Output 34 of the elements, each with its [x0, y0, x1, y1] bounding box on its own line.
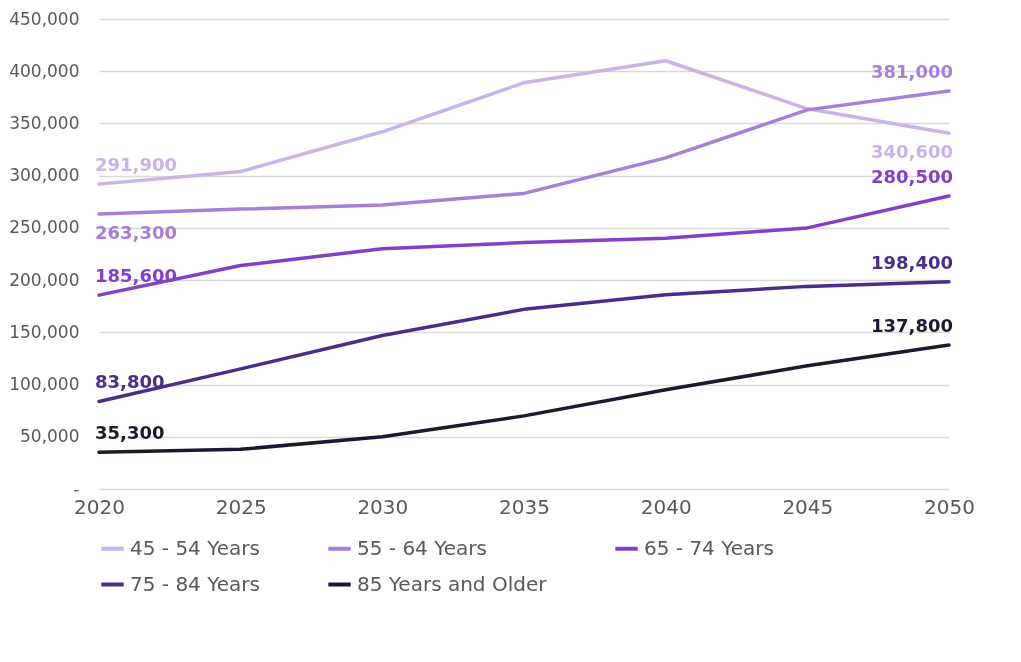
- data-label: 83,800: [95, 371, 165, 393]
- legend-label: 75 - 84 Years: [130, 571, 260, 596]
- x-tick-label: 2050: [924, 494, 975, 519]
- data-label: 263,300: [95, 222, 177, 243]
- x-tick-label: 2025: [215, 494, 267, 519]
- data-label: 35,300: [95, 422, 165, 444]
- line-series: [97, 59, 951, 186]
- y-tick-label: 50,000: [20, 426, 80, 447]
- y-tick-label: 400,000: [9, 60, 80, 81]
- line-series: [97, 89, 951, 216]
- data-label: 185,600: [95, 265, 177, 287]
- x-tick-label: 2040: [640, 494, 692, 519]
- y-tick-label: 300,000: [9, 165, 80, 186]
- data-label: 198,400: [871, 251, 953, 273]
- data-label: 340,600: [871, 141, 953, 163]
- data-label: 137,800: [871, 315, 953, 337]
- y-tick-label: 100,000: [9, 374, 80, 395]
- data-label: 291,900: [95, 154, 177, 176]
- y-tick-label: 450,000: [9, 8, 80, 29]
- y-tick-label: 250,000: [9, 217, 80, 238]
- legend-label: 45 - 54 Years: [130, 535, 260, 560]
- x-tick-label: 2030: [357, 494, 409, 519]
- line-series: [97, 194, 951, 297]
- y-tick-label: 200,000: [9, 269, 80, 290]
- x-tick-label: 2045: [782, 494, 834, 519]
- legend-label: 85 Years and Older: [357, 571, 548, 596]
- x-tick-label: 2035: [499, 494, 550, 519]
- y-tick-label: 350,000: [9, 112, 80, 133]
- y-tick-label: 150,000: [9, 321, 80, 342]
- legend-label: 55 - 64 Years: [357, 535, 487, 560]
- data-label: 381,000: [871, 61, 953, 83]
- legend-label: 65 - 74 Years: [644, 535, 774, 560]
- data-label: 280,500: [871, 166, 953, 188]
- line-series: [97, 343, 951, 454]
